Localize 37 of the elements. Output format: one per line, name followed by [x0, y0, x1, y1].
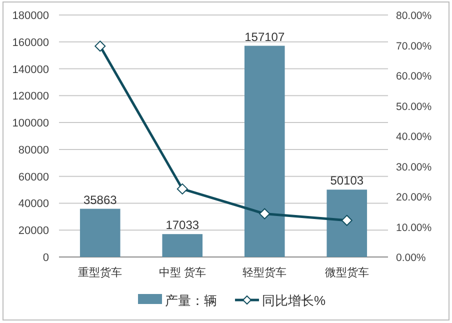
- y-tick-label: 160000: [12, 36, 49, 49]
- data-label: 157107: [244, 30, 285, 44]
- data-label: 17033: [166, 218, 200, 232]
- data-label: 50103: [330, 174, 364, 188]
- data-label: 35863: [83, 192, 118, 207]
- y2-tick-label: 60.00%: [396, 70, 432, 82]
- y-tick-label: 120000: [12, 90, 49, 103]
- y-tick-label: 0: [42, 252, 49, 264]
- y2-tick-label: 0.00%: [396, 252, 426, 264]
- legend-label: 同比增长%: [262, 293, 326, 308]
- x-tick-label: 中型 货车: [158, 266, 206, 279]
- y-tick-label: 80000: [18, 144, 49, 156]
- y-tick-label: 40000: [18, 198, 49, 210]
- y2-tick-label: 10.00%: [396, 222, 432, 234]
- y-tick-label: 180000: [12, 10, 49, 22]
- y2-tick-label: 70.00%: [396, 40, 432, 52]
- y-tick-label: 60000: [18, 171, 49, 184]
- point: [94, 40, 106, 52]
- x-tick-label: 轻型货车: [242, 266, 287, 279]
- bar: [244, 46, 285, 257]
- legend-label: 产量：辆: [165, 293, 217, 308]
- y2-tick-label: 30.00%: [396, 161, 432, 174]
- y-tick-label: 100000: [12, 118, 49, 130]
- y-tick-label: 20000: [18, 225, 49, 238]
- y2-tick-label: 80.00%: [396, 10, 432, 22]
- x-tick-label: 重型货车: [78, 266, 122, 279]
- bar: [326, 190, 368, 257]
- bar: [80, 208, 120, 257]
- point: [176, 183, 188, 194]
- y-tick-label: 140000: [12, 64, 49, 76]
- y2-tick-label: 20.00%: [396, 192, 432, 204]
- y2-tick-label: 50.00%: [396, 100, 432, 113]
- y2-tick-label: 40.00%: [396, 131, 432, 143]
- x-tick-label: 微型货车: [324, 266, 369, 279]
- point: [341, 214, 352, 226]
- bar: [162, 234, 203, 257]
- point: [259, 208, 270, 220]
